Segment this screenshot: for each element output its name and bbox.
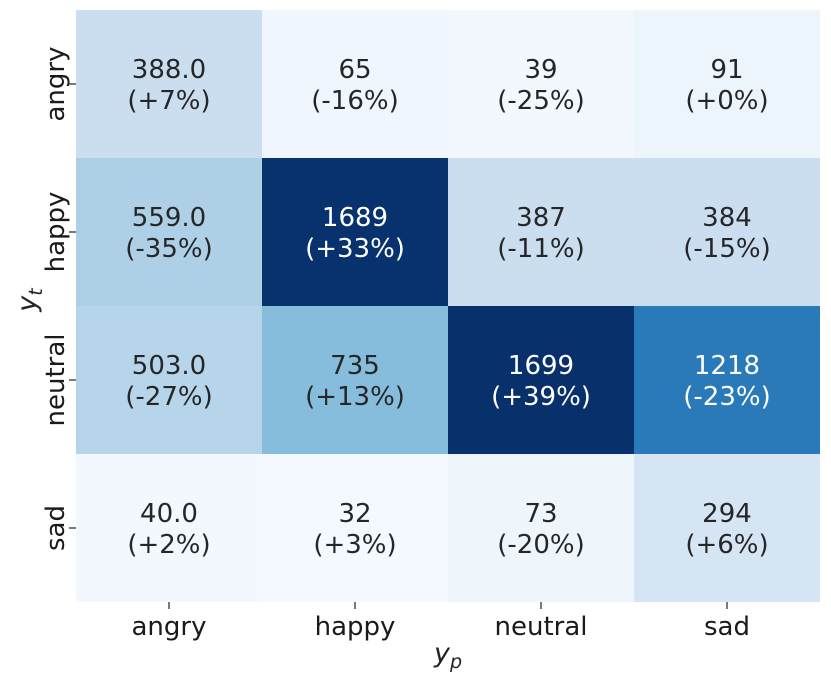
y-tick-label: angry: [41, 47, 71, 122]
heatmap-cell-happy-angry: [76, 158, 262, 306]
x-tick-label: sad: [704, 612, 750, 642]
cell-value-label: 65: [338, 55, 371, 85]
cell-change-label: (-25%): [497, 86, 584, 116]
cell-value-label: 73: [524, 499, 557, 529]
cell-change-label: (-20%): [497, 530, 584, 560]
cell-change-label: (+39%): [491, 382, 591, 412]
cell-value-label: 735: [330, 351, 380, 381]
x-axis-label-main: y: [433, 638, 451, 669]
cell-change-label: (-15%): [683, 234, 770, 264]
y-axis-label: yt: [12, 287, 47, 313]
cell-value-label: 388.0: [132, 55, 206, 85]
cell-value-label: 559.0: [132, 203, 206, 233]
heatmap-cell-neutral-angry: [76, 306, 262, 454]
cell-change-label: (+2%): [127, 530, 210, 560]
cell-change-label: (+33%): [305, 234, 405, 264]
cell-change-label: (+6%): [685, 530, 768, 560]
x-tick-label: neutral: [495, 612, 588, 642]
heatmap-cell-angry-angry: [76, 10, 262, 158]
cell-change-label: (-16%): [311, 86, 398, 116]
cell-change-label: (-35%): [125, 234, 212, 264]
cell-change-label: (+7%): [127, 86, 210, 116]
heatmap-cell-sad-happy: [262, 454, 448, 602]
heatmap-cell-angry-neutral: [448, 10, 634, 158]
heatmap-cell-neutral-happy: [262, 306, 448, 454]
cell-change-label: (-27%): [125, 382, 212, 412]
y-axis-label-main: y: [12, 295, 43, 313]
x-axis-label: yp: [433, 638, 462, 673]
cell-value-label: 1699: [508, 351, 574, 381]
cell-value-label: 91: [710, 55, 743, 85]
heatmap-cells: [76, 10, 820, 602]
x-tick-label: happy: [315, 612, 396, 642]
cell-change-label: (+0%): [685, 86, 768, 116]
cell-value-label: 32: [338, 499, 371, 529]
heatmap-cell-sad-neutral: [448, 454, 634, 602]
cell-value-label: 294: [702, 499, 752, 529]
cell-change-label: (+3%): [313, 530, 396, 560]
cell-change-label: (-11%): [497, 234, 584, 264]
cell-value-label: 39: [524, 55, 557, 85]
heatmap-cell-neutral-sad: [634, 306, 820, 454]
heatmap-cell-sad-sad: [634, 454, 820, 602]
heatmap-cell-happy-sad: [634, 158, 820, 306]
y-tick-label: happy: [41, 192, 71, 273]
y-axis-ticks: angry happy neutral sad: [41, 47, 76, 551]
cell-value-label: 40.0: [140, 499, 198, 529]
heatmap-cell-happy-neutral: [448, 158, 634, 306]
cell-value-label: 387: [516, 203, 566, 233]
y-tick-label: sad: [41, 505, 71, 551]
cell-value-label: 384: [702, 203, 752, 233]
cell-value-label: 503.0: [132, 351, 206, 381]
cell-value-label: 1689: [322, 203, 388, 233]
cell-value-label: 1218: [694, 351, 760, 381]
heatmap-cell-angry-sad: [634, 10, 820, 158]
y-tick-label: neutral: [41, 334, 71, 427]
x-tick-label: angry: [132, 612, 207, 642]
heatmap-cell-labels: 388.0(+7%)65(-16%)39(-25%)91(+0%)559.0(-…: [125, 55, 770, 560]
heatmap-cell-happy-happy: [262, 158, 448, 306]
x-axis-ticks: angry happy neutral sad: [132, 602, 750, 642]
heatmap-cell-neutral-neutral: [448, 306, 634, 454]
heatmap-cell-sad-angry: [76, 454, 262, 602]
x-axis-label-subscript: p: [449, 651, 462, 673]
cell-change-label: (-23%): [683, 382, 770, 412]
heatmap-cell-angry-happy: [262, 10, 448, 158]
cell-change-label: (+13%): [305, 382, 405, 412]
y-axis-label-subscript: t: [25, 287, 47, 296]
